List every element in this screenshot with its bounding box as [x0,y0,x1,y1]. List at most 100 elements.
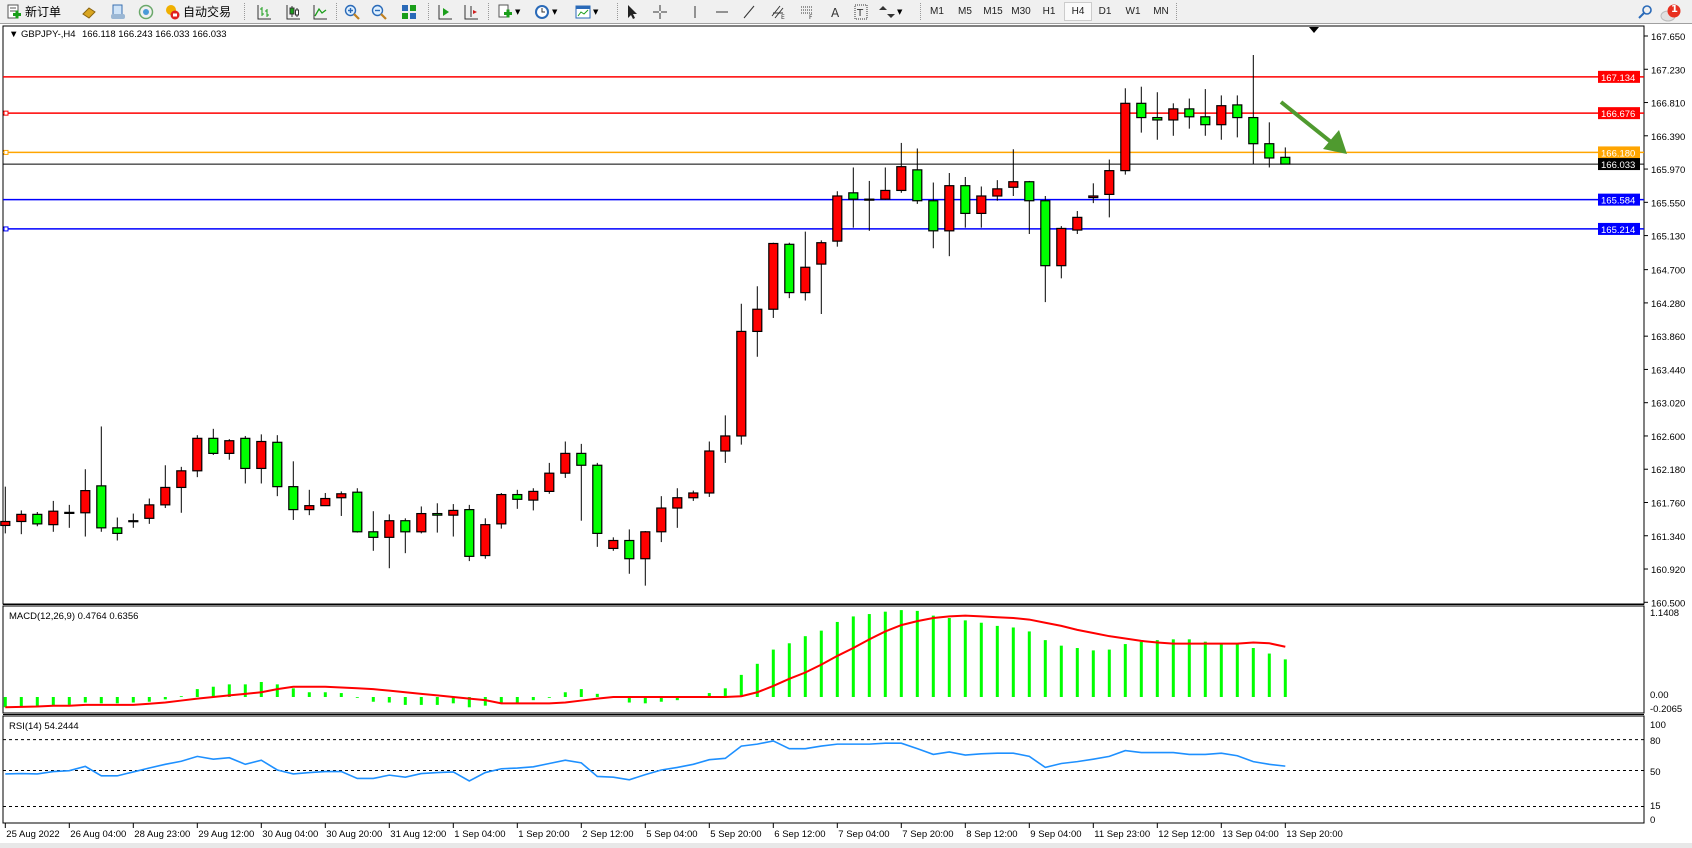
candle [272,435,283,497]
trendline-tool-button[interactable] [741,2,757,21]
timeframe-m30[interactable]: M30 [1011,6,1031,17]
macd-histogram-bar [355,697,359,698]
bar-chart-button[interactable] [256,2,272,21]
time-label: 25 Aug 2022 [6,829,59,840]
candle [640,531,651,586]
svg-text:T: T [856,8,864,19]
indicators-dropdown[interactable]: ▼ [497,2,520,21]
candle [576,443,587,521]
navigator-button[interactable] [138,2,154,21]
timeframe-m1[interactable]: M1 [930,6,944,17]
chart-shift-marker[interactable] [1309,27,1319,33]
candle [832,191,843,247]
cursor-tool-button[interactable] [624,2,640,21]
macd-histogram-bar [1075,648,1079,697]
chart-symbol: GBPJPY-,H4 [21,29,76,40]
macd-histogram-bar [595,693,599,697]
new-order-button[interactable]: 新订单 [6,2,61,21]
macd-signal-line [5,614,1286,709]
macd-label: MACD(12,26,9) 0.4764 0.6356 [9,611,138,622]
candle-body-up [768,242,779,310]
rsi-panel-frame [2,715,1645,824]
macd-axis-min: -0.2065 [1650,704,1682,715]
timeframe-w1[interactable]: W1 [1125,6,1141,17]
candle-body-down [1040,200,1051,267]
candle-body-down [400,520,411,533]
channel-tool-button[interactable]: E [770,2,786,21]
candlestick-chart-button[interactable] [285,2,301,21]
candle-body-up [656,507,667,533]
price-tick-label: 160.920 [1651,565,1685,576]
candle [912,148,923,204]
search-button[interactable] [1637,2,1653,21]
candle [480,518,491,559]
macd-histogram-bar [675,697,679,701]
chat-bubble-icon: 1 [1660,4,1682,21]
templates-dropdown[interactable]: ▼ [575,2,598,21]
horizontal-line-tool-button[interactable] [714,2,730,21]
crosshair-icon [652,4,668,20]
time-label: 1 Sep 04:00 [454,829,505,840]
candle [864,180,875,231]
time-label: 6 Sep 12:00 [774,829,825,840]
arrows-dropdown[interactable]: ▼ [879,2,902,21]
tile-windows-button[interactable] [401,2,417,21]
trend-arrow[interactable] [1279,100,1347,154]
candle-body-up [832,195,843,242]
timeframe-mn[interactable]: MN [1153,6,1169,17]
candle-body-down [1248,116,1259,145]
price-tick-label: 165.970 [1651,165,1685,176]
macd-histogram-bar [435,697,439,705]
price-axis: 167.650 167.230 166.810 166.390 165.970 165.5… [1644,32,1685,609]
candle [176,466,187,513]
fibonacci-tool-button[interactable]: F [799,2,815,21]
notifications-button[interactable]: 1 [1660,2,1682,21]
template-icon [575,4,591,20]
auto-scroll-button[interactable] [437,2,453,21]
candle-body-down [864,198,875,201]
chart-shift-button[interactable] [463,2,479,21]
zoom-out-button[interactable] [371,2,387,21]
candle-body-down [240,437,251,470]
price-tick-label: 164.700 [1651,266,1685,277]
price-tick-label: 167.650 [1651,32,1685,43]
line-chart-button[interactable] [312,2,328,21]
macd-histogram-bar [1203,641,1207,697]
candle [464,504,475,562]
candle [1024,180,1035,234]
timeframe-h4[interactable]: H4 [1064,2,1092,21]
price-tick-label: 162.180 [1651,465,1685,476]
candle-body-up [544,472,555,492]
text-label-tool-button[interactable]: T [853,2,869,21]
periods-dropdown[interactable]: ▼ [534,2,557,21]
level-handle [3,149,9,155]
rsi-label: RSI(14) 54.2444 [9,721,79,732]
timeframe-m5[interactable]: M5 [958,6,972,17]
macd-histogram-bar [1139,641,1143,697]
macd-histogram-bar [627,697,631,703]
macd-histogram-bar [3,697,7,708]
data-window-button[interactable] [110,2,126,21]
zoom-in-button[interactable] [344,2,360,21]
market-watch-button[interactable] [81,2,97,21]
price-level-label: 165.214 [1601,225,1635,236]
time-label: 29 Aug 12:00 [198,829,254,840]
rsi-line [5,740,1286,782]
timeframe-d1[interactable]: D1 [1098,6,1112,17]
time-label: 30 Aug 20:00 [326,829,382,840]
text-tool-button[interactable]: A [828,2,844,21]
timeframe-m15[interactable]: M15 [983,6,1003,17]
candle [448,504,459,537]
macd-histogram-bar [1187,639,1191,697]
candle-body-up [1104,170,1115,195]
timeframe-h1[interactable]: H1 [1042,6,1056,17]
tile-windows-icon [401,4,417,20]
macd-axis-zero: 0.00 [1650,690,1669,701]
autotrading-button[interactable]: 自动交易 [164,2,231,21]
symbol-dropdown-icon[interactable]: ▼ [9,29,18,40]
rsi-axis-50: 50 [1650,767,1661,778]
crosshair-tool-button[interactable] [652,2,668,21]
macd-histogram-bar [323,692,327,697]
vertical-line-tool-button[interactable] [687,2,703,21]
